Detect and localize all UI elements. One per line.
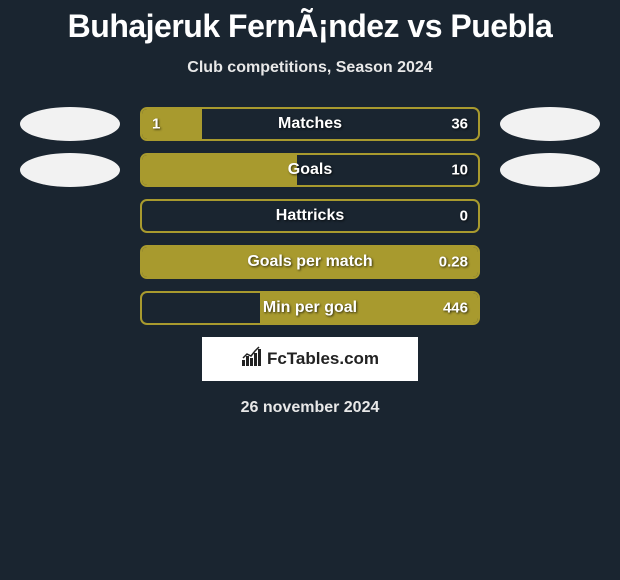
left-player-avatar	[20, 153, 120, 187]
stats-container: 1 Matches 36 Goals 10 Hattricks 0 Goals per mat…	[0, 107, 620, 325]
stat-value-right: 36	[451, 116, 468, 133]
stat-bar: 1 Matches 36	[140, 107, 480, 141]
stat-value-left: 1	[152, 116, 160, 133]
right-player-avatar	[500, 153, 600, 187]
stat-row: Goals per match 0.28	[0, 245, 620, 279]
stat-bar: Min per goal 446	[140, 291, 480, 325]
left-player-avatar	[20, 107, 120, 141]
brand-chart-icon	[241, 346, 263, 373]
stat-row: Min per goal 446	[0, 291, 620, 325]
subtitle: Club competitions, Season 2024	[0, 59, 620, 77]
stat-label: Hattricks	[276, 207, 344, 225]
avatar-spacer	[500, 199, 600, 233]
stat-row: Hattricks 0	[0, 199, 620, 233]
avatar-spacer	[500, 245, 600, 279]
stat-value-right: 446	[443, 300, 468, 317]
brand-box[interactable]: FcTables.com	[202, 337, 418, 381]
stat-row: Goals 10	[0, 153, 620, 187]
stat-value-right: 10	[451, 162, 468, 179]
date-label: 26 november 2024	[0, 399, 620, 417]
stat-label: Goals per match	[247, 253, 372, 271]
stat-label: Goals	[288, 161, 332, 179]
avatar-spacer	[500, 291, 600, 325]
avatar-spacer	[20, 199, 120, 233]
right-player-avatar	[500, 107, 600, 141]
brand-label: FcTables.com	[267, 349, 379, 369]
stat-value-right: 0.28	[439, 254, 468, 271]
stat-label: Matches	[278, 115, 342, 133]
page-title: Buhajeruk FernÃ¡ndez vs Puebla	[0, 0, 620, 45]
bar-fill-left	[142, 155, 297, 185]
stat-row: 1 Matches 36	[0, 107, 620, 141]
stat-bar: Goals per match 0.28	[140, 245, 480, 279]
stat-value-right: 0	[460, 208, 468, 225]
stat-bar: Hattricks 0	[140, 199, 480, 233]
avatar-spacer	[20, 291, 120, 325]
avatar-spacer	[20, 245, 120, 279]
stat-label: Min per goal	[263, 299, 357, 317]
stat-bar: Goals 10	[140, 153, 480, 187]
